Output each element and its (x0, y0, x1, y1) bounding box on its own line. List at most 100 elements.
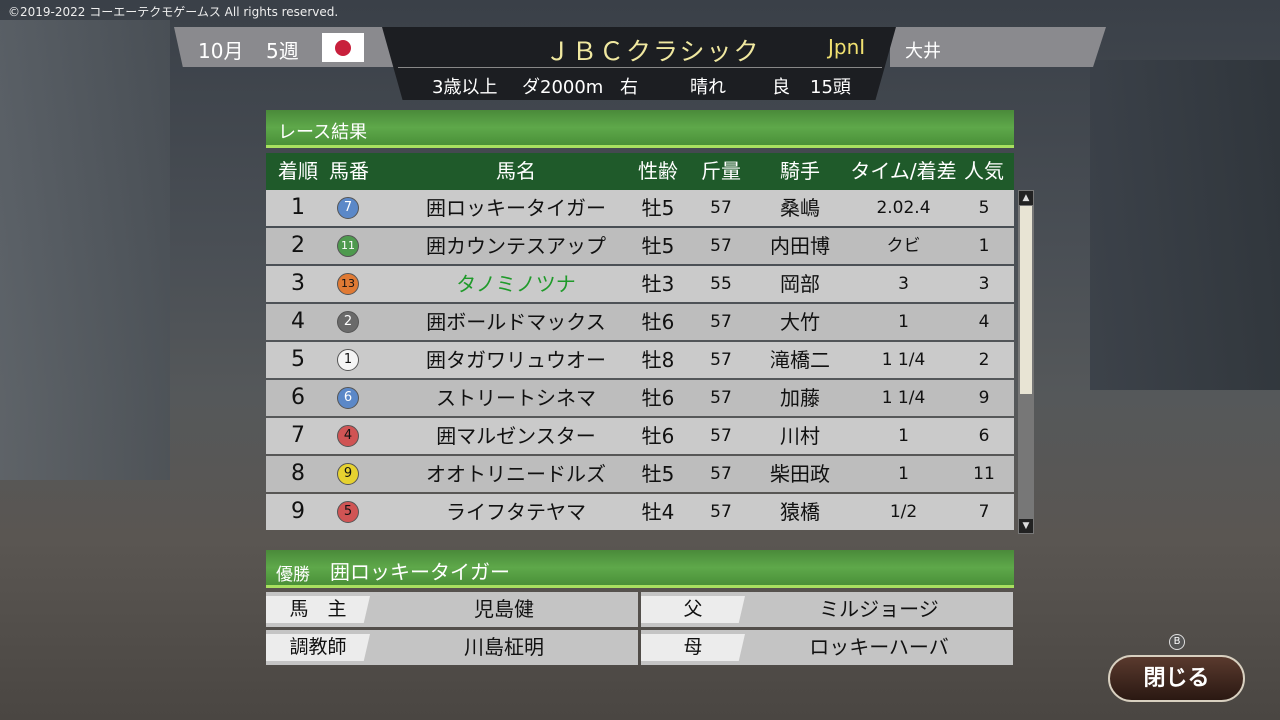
cell-pop: 1 (978, 236, 990, 256)
table-row[interactable]: 3 タノミノツナ 牡3 55 岡部 3 3 13 (266, 266, 1014, 302)
cell-rank: 6 (291, 385, 305, 410)
column-header: 人気 (964, 159, 1004, 183)
horse-number-badge: 13 (337, 273, 359, 295)
cell-name: タノミノツナ (456, 272, 576, 296)
column-header: 斤量 (701, 159, 741, 183)
table-row[interactable]: 1 囲ロッキータイガー 牡5 57 桑嶋 2.02.4 5 7 (266, 190, 1014, 226)
scroll-up-icon[interactable]: ▲ (1019, 191, 1033, 205)
cell-rank: 7 (291, 423, 305, 448)
cell-sex-age: 牡8 (641, 348, 675, 372)
cell-name: 囲ロッキータイガー (426, 196, 606, 220)
age-condition: 3歳以上 (432, 77, 498, 98)
cell-margin: クビ (886, 236, 921, 256)
scroll-down-icon[interactable]: ▼ (1019, 519, 1033, 533)
cell-jockey: 川村 (780, 424, 820, 448)
cell-jockey: 岡部 (780, 272, 820, 296)
cell-jockey: 猿橋 (780, 500, 820, 524)
race-title-panel (382, 27, 896, 100)
direction: 右 (620, 77, 638, 98)
horse-number-badge: 4 (337, 425, 359, 447)
column-header: 馬番 (329, 159, 369, 183)
cell-pop: 3 (978, 274, 990, 294)
table-row[interactable]: 7 囲マルゼンスター 牡6 57 川村 1 6 4 (266, 418, 1014, 454)
background-building-right (1090, 60, 1280, 390)
table-header: 着順 馬番 馬名 性齢 斤量 騎手 タイム/着差 人気 (266, 153, 1014, 190)
cell-jockey: 桑嶋 (780, 196, 820, 220)
cell-sex-age: 牡6 (641, 310, 675, 334)
column-header: 性齢 (638, 159, 678, 183)
scrollbar-thumb[interactable] (1020, 206, 1032, 394)
cell-rank: 4 (291, 309, 305, 334)
cell-jockey: 内田博 (770, 234, 830, 258)
table-row[interactable]: 5 囲タガワリュウオー 牡8 57 滝橋二 1 1/4 2 1 (266, 342, 1014, 378)
japan-flag-icon (322, 33, 364, 62)
runners: 15頭 (810, 77, 851, 98)
cell-jockey: 滝橋二 (770, 348, 830, 372)
cell-name: オオトリニードルズ (426, 462, 606, 486)
column-header: タイム/着差 (850, 159, 957, 183)
cell-sex-age: 牡3 (641, 272, 675, 296)
b-button-icon: B (1169, 634, 1185, 650)
sire-field: 父 ミルジョージ (641, 592, 1013, 627)
horse-number-badge: 6 (337, 387, 359, 409)
month: 10月 (198, 39, 244, 63)
winner-name: 囲ロッキータイガー (330, 560, 510, 584)
cell-margin: 2.02.4 (876, 198, 931, 218)
winner-label: 優勝 (276, 565, 310, 585)
trainer-value: 川島柾明 (464, 635, 544, 659)
cell-sex-age: 牡5 (641, 196, 675, 220)
cell-rank: 9 (291, 499, 305, 524)
cell-weight: 57 (710, 312, 732, 332)
cell-weight: 57 (710, 388, 732, 408)
cell-pop: 7 (978, 502, 990, 522)
table-row[interactable]: 4 囲ボールドマックス 牡6 57 大竹 1 4 2 (266, 304, 1014, 340)
cell-margin: 1 (898, 426, 909, 446)
cell-rank: 3 (291, 271, 305, 296)
cell-margin: 1 1/4 (881, 350, 926, 370)
cell-name: ライフタテヤマ (446, 500, 586, 524)
column-header: 騎手 (780, 159, 820, 183)
week: 5週 (266, 39, 299, 63)
cell-pop: 6 (978, 426, 990, 446)
scrollbar[interactable]: ▲ ▼ (1018, 190, 1034, 534)
cell-jockey: 大竹 (780, 310, 820, 334)
dam-field: 母 ロッキーハーバ (641, 630, 1013, 665)
winner-bar: 優勝 囲ロッキータイガー (266, 550, 1014, 588)
horse-number-badge: 7 (337, 197, 359, 219)
track-condition: 良 (772, 77, 790, 98)
column-header: 馬名 (496, 159, 536, 183)
cell-sex-age: 牡5 (641, 234, 675, 258)
cell-rank: 2 (291, 233, 305, 258)
background-building-left (0, 20, 170, 480)
close-button[interactable]: 閉じる (1108, 655, 1245, 702)
cell-weight: 57 (710, 426, 732, 446)
cell-sex-age: 牡4 (641, 500, 675, 524)
cell-name: 囲ボールドマックス (426, 310, 606, 334)
cell-name: ストリートシネマ (436, 386, 596, 410)
table-row[interactable]: 9 ライフタテヤマ 牡4 57 猿橋 1/2 7 5 (266, 494, 1014, 530)
trainer-label: 調教師 (266, 634, 370, 661)
cell-name: 囲カウンテスアップ (426, 234, 606, 258)
cell-margin: 1 (898, 464, 909, 484)
cell-margin: 1 (898, 312, 909, 332)
dam-value: ロッキーハーバ (809, 635, 949, 659)
cell-pop: 2 (978, 350, 990, 370)
horse-number-badge: 2 (337, 311, 359, 333)
cell-pop: 5 (978, 198, 990, 218)
cell-weight: 57 (710, 350, 732, 370)
table-row[interactable]: 6 ストリートシネマ 牡6 57 加藤 1 1/4 9 6 (266, 380, 1014, 416)
grade: JpnⅠ (828, 35, 866, 59)
horse-number-badge: 9 (337, 463, 359, 485)
cell-margin: 1/2 (889, 502, 918, 522)
column-header: 着順 (278, 159, 318, 183)
cell-jockey: 加藤 (780, 386, 820, 410)
table-row[interactable]: 2 囲カウンテスアップ 牡5 57 内田博 クビ 1 11 (266, 228, 1014, 264)
cell-pop: 9 (978, 388, 990, 408)
owner-value: 児島健 (474, 597, 534, 621)
results-title: レース結果 (278, 122, 368, 143)
table-row[interactable]: 8 オオトリニードルズ 牡5 57 柴田政 1 11 9 (266, 456, 1014, 492)
cell-weight: 57 (710, 236, 732, 256)
divider (398, 67, 882, 68)
distance: ダ2000m (522, 77, 604, 98)
cell-weight: 57 (710, 198, 732, 218)
